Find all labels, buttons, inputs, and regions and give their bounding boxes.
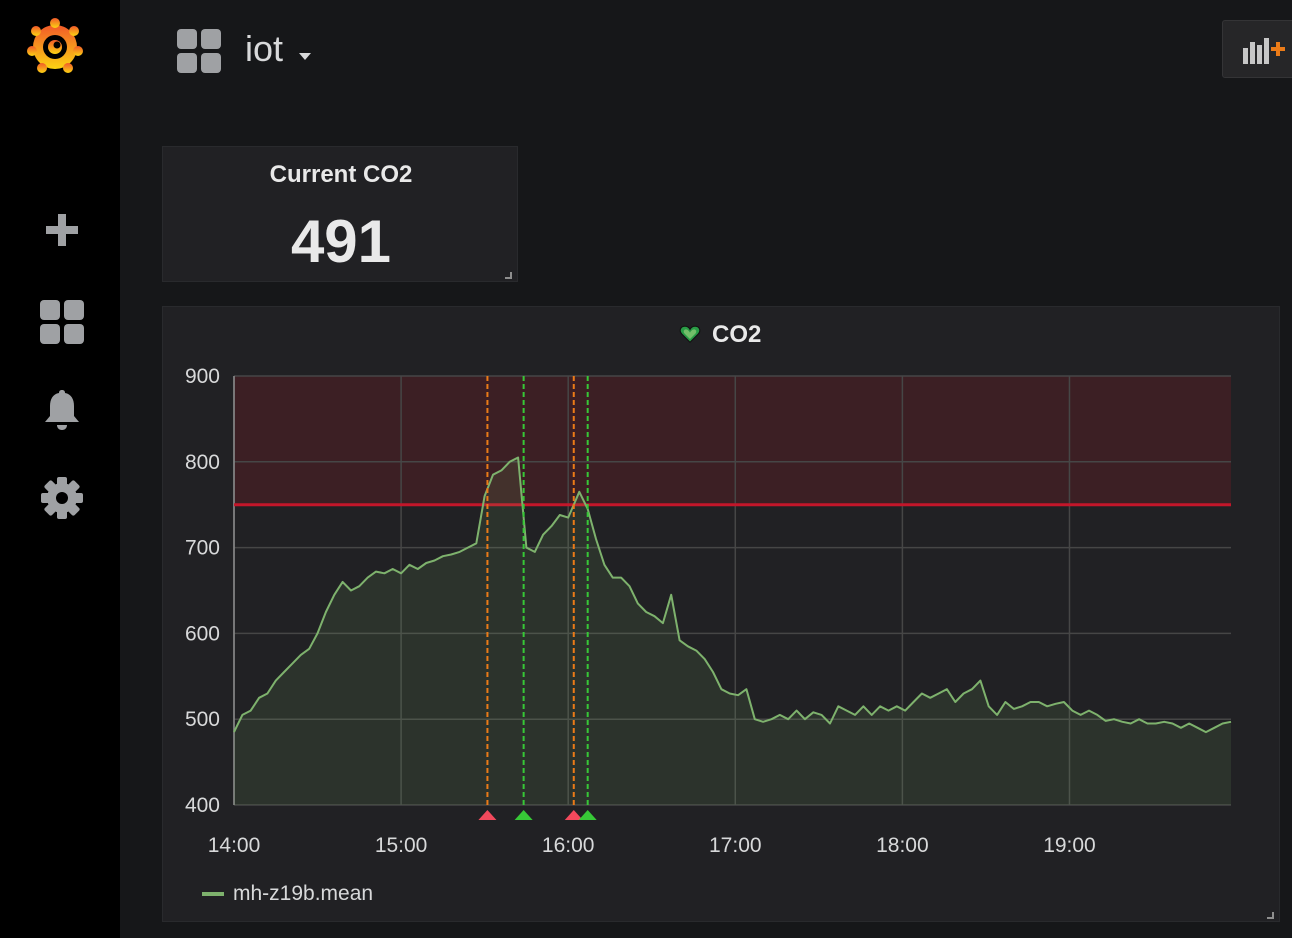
bell-icon[interactable] xyxy=(38,386,86,434)
stat-panel[interactable]: Current CO2 491 xyxy=(162,146,518,282)
legend-swatch xyxy=(202,892,224,896)
dashboards-icon[interactable] xyxy=(38,298,86,346)
graph-panel-title[interactable]: CO2 xyxy=(712,321,762,348)
grafana-logo-icon[interactable] xyxy=(24,14,86,76)
add-panel-button[interactable] xyxy=(1222,20,1292,78)
resize-handle-icon[interactable] xyxy=(1265,907,1275,919)
graph-panel[interactable]: CO2 xyxy=(162,306,1280,922)
add-panel-icon xyxy=(1243,38,1285,64)
plus-icon[interactable] xyxy=(38,206,86,254)
stat-value: 491 xyxy=(290,208,392,275)
dashboard-grid-icon[interactable] xyxy=(176,28,222,74)
stat-panel-title[interactable]: Current CO2 xyxy=(269,161,413,188)
heart-icon xyxy=(679,323,701,345)
gear-icon[interactable] xyxy=(38,474,86,522)
resize-handle-icon[interactable] xyxy=(503,267,513,279)
sidebar xyxy=(0,0,120,938)
legend-label[interactable]: mh-z19b.mean xyxy=(233,882,374,905)
dashboard-title[interactable]: iot xyxy=(245,28,284,69)
chevron-down-icon[interactable] xyxy=(298,48,312,60)
